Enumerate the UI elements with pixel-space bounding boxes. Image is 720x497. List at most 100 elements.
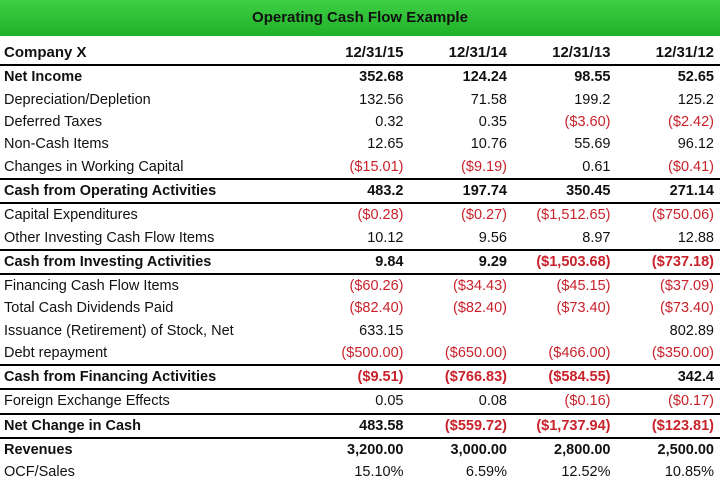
cell-value: ($559.72)	[409, 412, 513, 439]
row-label: Capital Expenditures	[4, 207, 138, 224]
row-label: Cash from Investing Activities	[0, 248, 306, 275]
cell-value: 125.2	[677, 91, 714, 108]
cell-value: ($0.16)	[564, 393, 611, 410]
cash-flow-table: Company X 12/31/15 12/31/14 12/31/13 12/…	[0, 36, 720, 483]
cell-value: 6.59%	[465, 464, 507, 481]
table-row: Financing Cash Flow Items ($60.26) ($34.43…	[0, 274, 720, 297]
row-label: Changes in Working Capital	[4, 158, 184, 175]
row-label: Cash from Financing Activities	[0, 364, 306, 391]
cell-value: ($0.17)	[668, 393, 714, 410]
cell-value: ($60.26)	[349, 277, 404, 294]
table-row: Issuance (Retirement) of Stock, Net 633.1…	[0, 320, 720, 342]
cell-value: ($737.18)	[616, 248, 720, 275]
cell-value: ($82.40)	[452, 300, 507, 317]
table-row: Total Cash Dividends Paid ($82.40) ($82.40…	[0, 297, 720, 319]
subtotal-row: Cash from Financing Activities ($9.51) ($7…	[0, 364, 720, 391]
cell-value: 124.24	[462, 69, 507, 86]
cell-value: ($15.01)	[349, 158, 404, 175]
cell-value: ($2.42)	[668, 113, 714, 130]
cell-value: 12.65	[367, 136, 404, 153]
row-label: Revenues	[4, 441, 73, 458]
cell-value: ($766.83)	[409, 364, 513, 391]
cell-value: ($0.28)	[357, 207, 404, 224]
cell-value: 199.2	[574, 91, 611, 108]
cell-value: 483.58	[306, 412, 410, 439]
cell-value: ($1,512.65)	[536, 207, 611, 224]
cell-value: 12.52%	[561, 464, 611, 481]
table-row: Foreign Exchange Effects 0.05 0.08 ($0.16) (…	[0, 389, 720, 413]
cell-value: 132.56	[359, 91, 404, 108]
cell-value: ($0.41)	[668, 158, 714, 175]
row-label: Foreign Exchange Effects	[4, 393, 170, 410]
cell-value: 197.74	[409, 177, 513, 204]
cell-value: 9.56	[478, 229, 507, 246]
cell-value: 3,200.00	[347, 441, 404, 458]
cell-value: 71.58	[470, 91, 507, 108]
row-label: Issuance (Retirement) of Stock, Net	[4, 322, 234, 339]
row-label: OCF/Sales	[4, 464, 75, 481]
cell-value: 12.88	[677, 229, 714, 246]
cell-value: ($34.43)	[452, 277, 507, 294]
cell-value: ($73.40)	[556, 300, 611, 317]
cell-value: 15.10%	[354, 464, 404, 481]
row-label: Total Cash Dividends Paid	[4, 300, 174, 317]
cell-value: ($750.06)	[651, 207, 714, 224]
cell-value: 483.2	[306, 177, 410, 204]
row-label: Non-Cash Items	[4, 136, 109, 153]
table-row: Depreciation/Depletion 132.56 71.58 199.2 12…	[0, 88, 720, 110]
cell-value: 633.15	[359, 322, 404, 339]
cell-value: ($73.40)	[659, 300, 714, 317]
cell-value: ($9.19)	[461, 158, 507, 175]
header-date: 12/31/14	[409, 36, 513, 66]
cell-value: 10.12	[367, 229, 404, 246]
cell-value: ($1,737.94)	[513, 412, 617, 439]
cell-value: 55.69	[574, 136, 611, 153]
cell-value: 0.08	[478, 393, 507, 410]
table-row: Net Income 352.68 124.24 98.55 52.65	[0, 65, 720, 88]
cell-value: 10.76	[470, 136, 507, 153]
cell-value: ($650.00)	[444, 345, 507, 362]
header-company: Company X	[0, 36, 306, 66]
cell-value: ($1,503.68)	[513, 248, 617, 275]
header-date: 12/31/13	[513, 36, 617, 66]
cell-value: ($466.00)	[548, 345, 611, 362]
cell-value: 0.05	[375, 393, 404, 410]
table-row: Revenues 3,200.00 3,000.00 2,800.00 2,500.00	[0, 438, 720, 461]
table-row: OCF/Sales 15.10% 6.59% 12.52% 10.85%	[0, 461, 720, 483]
sheet-title: Operating Cash Flow Example	[0, 0, 720, 36]
cell-value: ($3.60)	[564, 113, 611, 130]
row-label: Depreciation/Depletion	[4, 91, 151, 108]
row-label: Net Change in Cash	[0, 412, 306, 439]
row-label: Net Income	[4, 69, 83, 86]
cell-value: 52.65	[677, 69, 714, 86]
subtotal-row: Cash from Investing Activities 9.84 9.29 ($…	[0, 248, 720, 275]
cell-value: 96.12	[677, 136, 714, 153]
row-label: Other Investing Cash Flow Items	[4, 229, 215, 246]
table-row: Debt repayment ($500.00) ($650.00) ($466.00…	[0, 342, 720, 365]
cell-value: 352.68	[359, 69, 404, 86]
cell-value: 0.61	[582, 158, 611, 175]
cell-value	[513, 320, 617, 342]
cell-value: 342.4	[616, 364, 720, 391]
cell-value: 0.35	[478, 113, 507, 130]
cell-value: 10.85%	[664, 464, 714, 481]
header-date: 12/31/15	[306, 36, 410, 66]
subtotal-row: Cash from Operating Activities 483.2 197.7…	[0, 177, 720, 204]
cell-value: ($500.00)	[341, 345, 404, 362]
cell-value: 2,500.00	[657, 441, 714, 458]
cell-value: 2,800.00	[554, 441, 611, 458]
cell-value: 3,000.00	[450, 441, 507, 458]
cell-value: ($0.27)	[461, 207, 507, 224]
cell-value: ($82.40)	[349, 300, 404, 317]
cell-value: ($45.15)	[556, 277, 611, 294]
header-date: 12/31/12	[616, 36, 720, 66]
table-row: Non-Cash Items 12.65 10.76 55.69 96.12	[0, 133, 720, 155]
cell-value: 8.97	[582, 229, 611, 246]
row-label: Cash from Operating Activities	[0, 177, 306, 204]
cell-value: 271.14	[616, 177, 720, 204]
cell-value: ($37.09)	[659, 277, 714, 294]
cell-value: 9.84	[306, 248, 410, 275]
table-row: Deferred Taxes 0.32 0.35 ($3.60) ($2.42)	[0, 111, 720, 133]
cell-value: 350.45	[513, 177, 617, 204]
